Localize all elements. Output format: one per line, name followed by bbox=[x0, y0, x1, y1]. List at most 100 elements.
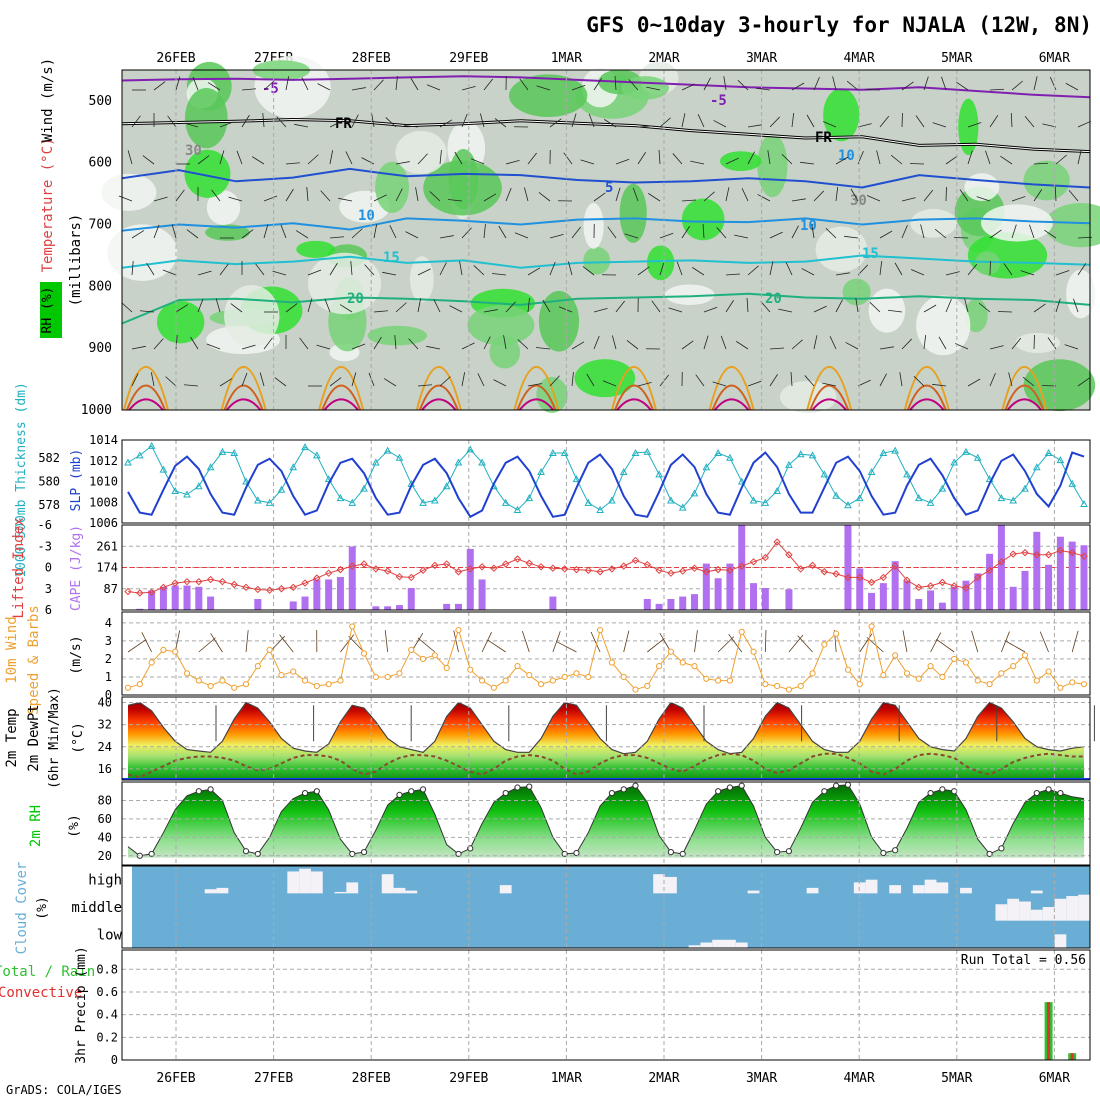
rh-marker bbox=[939, 786, 946, 793]
wind10m-barb bbox=[174, 630, 181, 653]
wind-speed-marker bbox=[183, 670, 191, 677]
wind-speed-marker bbox=[833, 630, 840, 637]
cloud-cover-cell bbox=[853, 882, 866, 894]
wind10m-barb bbox=[481, 631, 492, 653]
rh-tick-label: 60 bbox=[98, 812, 112, 826]
wind-barb bbox=[167, 115, 177, 128]
wind-barb bbox=[1020, 270, 1035, 276]
li-marker bbox=[702, 568, 711, 576]
wind-barb bbox=[1042, 123, 1057, 128]
temp-tick-label: 16 bbox=[98, 762, 112, 776]
cloud-cover-cell bbox=[960, 887, 972, 894]
wind-barb bbox=[611, 335, 617, 350]
wind-barb bbox=[658, 150, 661, 165]
thickness-marker bbox=[678, 503, 687, 511]
rh-marker bbox=[667, 848, 675, 856]
wind-barb bbox=[505, 159, 520, 165]
wind10m-barb bbox=[1001, 631, 1010, 653]
rh-marker bbox=[207, 786, 214, 793]
wind10m-barb bbox=[210, 633, 223, 653]
wind-barb bbox=[615, 187, 621, 202]
cape-tick-label: 261 bbox=[96, 539, 118, 553]
wind-barb bbox=[829, 336, 837, 350]
rh-patch bbox=[489, 336, 521, 369]
wind-speed-marker bbox=[691, 663, 698, 670]
wind-barb bbox=[1054, 186, 1057, 202]
wind10m-barb bbox=[279, 634, 294, 653]
wind-barb bbox=[190, 336, 199, 350]
wind-barb bbox=[150, 372, 155, 387]
wind-barb bbox=[712, 381, 727, 387]
low-level-isotherm bbox=[513, 365, 560, 411]
thickness-tick-label: 580 bbox=[38, 475, 60, 489]
thickness-slp-panel: 578 580 582 1006 1008 1010 1012 1014 1000-500mb … bbox=[14, 382, 1088, 578]
wind-speed-marker bbox=[195, 677, 202, 684]
wind-barb bbox=[549, 233, 564, 239]
li-marker bbox=[667, 569, 675, 577]
cape-tick-label: 87 bbox=[104, 582, 118, 596]
wind-speed-marker bbox=[431, 652, 438, 659]
wind-barb bbox=[1064, 344, 1079, 350]
wind-speed-marker bbox=[172, 648, 179, 655]
thickness-marker bbox=[785, 460, 793, 468]
wind-barb bbox=[563, 152, 573, 165]
temp-line bbox=[127, 701, 1085, 755]
wind-barb bbox=[1011, 196, 1026, 202]
rh-marker bbox=[242, 848, 250, 855]
isotherm-label: 20 bbox=[347, 291, 364, 307]
wind-barb bbox=[389, 225, 397, 239]
cape-bar bbox=[454, 603, 462, 610]
wind-barb bbox=[1047, 337, 1057, 350]
wind10m-barb bbox=[694, 630, 698, 653]
wind10m-barb bbox=[764, 629, 767, 653]
rh-marker bbox=[148, 850, 155, 858]
wind-barb bbox=[558, 306, 573, 313]
wind-barb bbox=[804, 375, 815, 387]
li-marker bbox=[1044, 551, 1053, 559]
rh-marker bbox=[313, 788, 320, 795]
cape-bar bbox=[348, 546, 356, 610]
wind-barb bbox=[850, 188, 859, 202]
wind-barb bbox=[307, 298, 313, 313]
cloud-cover-cell bbox=[216, 887, 229, 894]
wind-barb bbox=[580, 159, 595, 165]
isotherm-label: 10 bbox=[358, 208, 375, 224]
cape-bar bbox=[148, 590, 156, 610]
wind-barb bbox=[813, 76, 820, 91]
wind-tick-label: 4 bbox=[105, 616, 112, 630]
isotherm-label: 30 bbox=[185, 143, 202, 159]
wind-speed-marker bbox=[278, 672, 285, 679]
wind-barb bbox=[127, 150, 133, 165]
precip-tick-label: 0.6 bbox=[96, 985, 118, 999]
wind-barb bbox=[417, 298, 422, 313]
wind-barb bbox=[131, 373, 139, 387]
wind-barb bbox=[769, 374, 778, 387]
cape-bar bbox=[183, 585, 191, 610]
wind-barb bbox=[879, 115, 890, 128]
low-level-isotherm bbox=[806, 365, 853, 411]
bottom-day-label: 26FEB bbox=[156, 1071, 195, 1086]
wind-barb bbox=[429, 191, 441, 202]
wind-barb bbox=[888, 309, 903, 313]
cloud-cover-cell bbox=[1030, 890, 1043, 894]
wind-barb bbox=[791, 82, 805, 91]
wind10m-barb bbox=[384, 630, 389, 653]
wind-barb bbox=[844, 235, 859, 239]
wind-speed-marker bbox=[360, 650, 368, 657]
wind-barb bbox=[118, 195, 133, 202]
wind-barb bbox=[146, 262, 155, 276]
wind-speed-marker bbox=[809, 670, 816, 677]
wind-barb bbox=[276, 116, 287, 128]
li-marker bbox=[1033, 551, 1041, 559]
cape-bar bbox=[207, 596, 215, 610]
precip-tick-label: 0 bbox=[111, 1053, 118, 1067]
rh-label-box bbox=[40, 282, 62, 338]
rh-patch bbox=[681, 198, 725, 241]
slp-tick-label: 1006 bbox=[89, 516, 118, 530]
wind-barb bbox=[382, 271, 397, 276]
li-tick-label: 6 bbox=[45, 603, 52, 617]
wind-barb bbox=[769, 261, 774, 276]
li-marker bbox=[655, 566, 663, 575]
wind-speed-marker bbox=[148, 659, 155, 666]
rh-patch bbox=[538, 290, 580, 352]
